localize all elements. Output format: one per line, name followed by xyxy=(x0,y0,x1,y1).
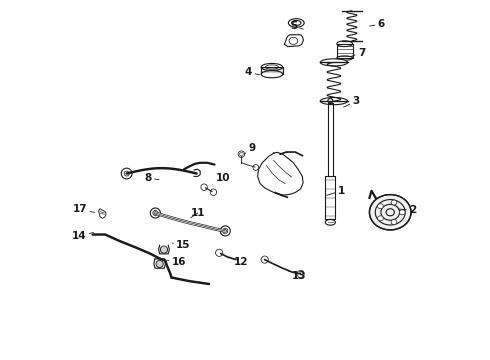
Text: 5: 5 xyxy=(290,21,303,31)
Text: 11: 11 xyxy=(191,208,205,218)
Text: 16: 16 xyxy=(168,257,186,267)
Text: 2: 2 xyxy=(398,206,416,216)
Ellipse shape xyxy=(201,184,207,190)
Ellipse shape xyxy=(369,195,411,230)
Ellipse shape xyxy=(156,260,163,267)
Ellipse shape xyxy=(399,210,405,215)
Text: 17: 17 xyxy=(73,204,95,215)
Ellipse shape xyxy=(261,71,283,78)
Ellipse shape xyxy=(210,189,217,195)
Ellipse shape xyxy=(320,98,347,105)
Ellipse shape xyxy=(160,246,168,253)
Text: 1: 1 xyxy=(326,186,345,196)
Ellipse shape xyxy=(337,56,353,60)
Polygon shape xyxy=(98,209,106,219)
Text: 15: 15 xyxy=(172,239,191,249)
Ellipse shape xyxy=(216,249,223,256)
Ellipse shape xyxy=(150,208,160,218)
Text: 3: 3 xyxy=(343,96,360,107)
Ellipse shape xyxy=(325,220,335,225)
Text: 13: 13 xyxy=(287,270,306,281)
Ellipse shape xyxy=(337,41,353,46)
Ellipse shape xyxy=(261,256,269,263)
Ellipse shape xyxy=(220,226,230,236)
Ellipse shape xyxy=(378,204,383,209)
Ellipse shape xyxy=(320,59,347,66)
Text: 12: 12 xyxy=(230,257,248,267)
Text: 8: 8 xyxy=(145,173,159,183)
Text: 10: 10 xyxy=(213,173,230,184)
Ellipse shape xyxy=(378,216,383,221)
Ellipse shape xyxy=(391,220,397,225)
Text: 6: 6 xyxy=(369,19,385,29)
Ellipse shape xyxy=(122,168,132,179)
Text: 4: 4 xyxy=(245,67,260,77)
Text: 7: 7 xyxy=(352,48,366,58)
Ellipse shape xyxy=(391,200,397,205)
Ellipse shape xyxy=(297,270,304,278)
Text: 14: 14 xyxy=(72,231,94,240)
Text: 9: 9 xyxy=(245,143,256,154)
